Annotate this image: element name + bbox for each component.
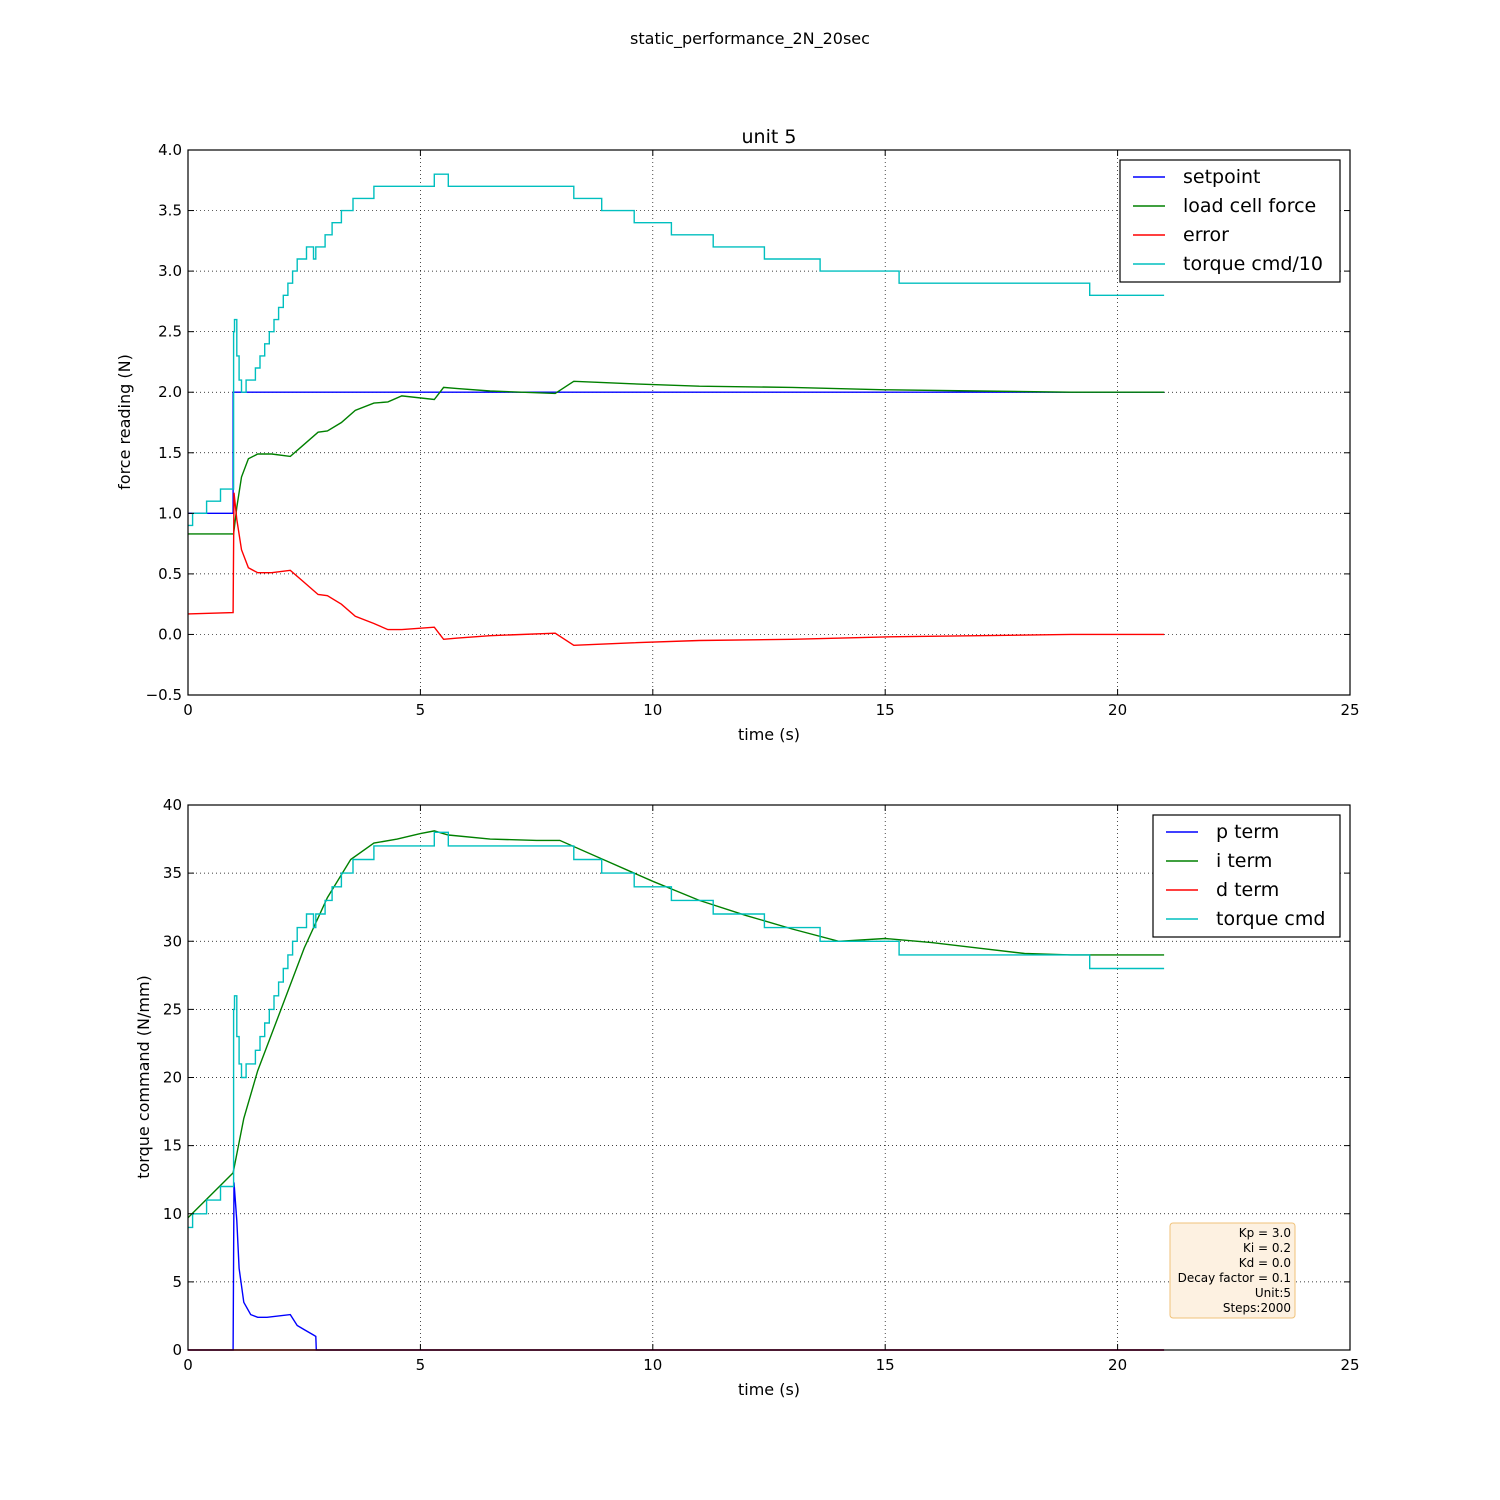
force-subplot-title: unit 5 (742, 126, 797, 148)
parameters-annotation-line: Kp = 3.0 (1239, 1226, 1291, 1240)
torque-x-tick-label: 0 (183, 1356, 193, 1374)
force-x-tick-label: 10 (643, 701, 662, 719)
torque-y-axis-label: torque command (N/mm) (134, 975, 153, 1179)
torque-y-tick-label: 40 (163, 796, 182, 814)
force-series-torque-cmd-10-line (188, 173, 1165, 527)
force-legend-label: setpoint (1183, 166, 1261, 188)
torque-x-tick-label: 5 (416, 1356, 426, 1374)
force-y-axis-label: force reading (N) (115, 354, 134, 490)
force-y-tick-label: 1.0 (158, 504, 182, 522)
force-legend: setpoint load cell force error torque cmd/1… (1119, 159, 1341, 283)
force-y-tick-label: 2.0 (158, 383, 182, 401)
torque-subplot: 0 5 10 15 20 25 0 5 10 15 20 25 30 35 40 p term i term d … (134, 796, 1360, 1399)
force-x-axis-label: time (s) (738, 725, 800, 744)
force-axes-frame (187, 149, 1351, 696)
torque-y-tick-label: 5 (172, 1273, 182, 1291)
force-y-tick-label: 0.0 (158, 625, 182, 643)
force-legend-label: load cell force (1183, 195, 1316, 217)
torque-y-tick-label: 25 (163, 1000, 182, 1018)
force-y-tick-label: 3.5 (158, 202, 182, 220)
torque-legend-label: i term (1216, 850, 1272, 872)
force-y-tick-label: 0.5 (158, 565, 182, 583)
force-legend-box (1119, 159, 1341, 283)
force-y-tick-label: −0.5 (146, 686, 182, 704)
force-series-load-cell-force-line (188, 380, 1165, 535)
torque-y-tick-label: 0 (172, 1341, 182, 1359)
force-legend-label: torque cmd/10 (1183, 253, 1323, 275)
torque-x-axis-label: time (s) (738, 1380, 800, 1399)
torque-y-tick-label: 20 (163, 1069, 182, 1087)
force-subplot: 0 5 10 15 20 25 −0.5 0.0 0.5 1.0 1.5 2.0 2.5 3.0 3.5 4.… (115, 126, 1360, 744)
force-x-tick-label: 20 (1108, 701, 1127, 719)
torque-legend-label: d term (1216, 879, 1279, 901)
torque-legend-label: torque cmd (1216, 908, 1325, 930)
force-y-tick-label: 1.5 (158, 444, 182, 462)
force-y-tick-label: 2.5 (158, 323, 182, 341)
torque-x-tick-label: 10 (643, 1356, 662, 1374)
parameters-annotation-line: Kd = 0.0 (1239, 1256, 1291, 1270)
parameters-annotation-line: Ki = 0.2 (1243, 1241, 1291, 1255)
torque-y-tick-label: 10 (163, 1205, 182, 1223)
torque-y-tick-label: 30 (163, 932, 182, 950)
torque-legend-box (1152, 814, 1341, 938)
torque-y-tick-label: 35 (163, 864, 182, 882)
torque-series-i-term-line (187, 830, 1165, 1219)
force-series-error-line (187, 492, 1165, 647)
force-x-tick-label: 0 (183, 701, 193, 719)
torque-legend: p term i term d term torque cmd (1152, 814, 1341, 938)
parameters-annotation-line: Steps:2000 (1223, 1301, 1291, 1315)
figure-suptitle: static_performance_2N_20sec (630, 29, 870, 49)
torque-series-torque-cmd-line (188, 831, 1165, 1229)
parameters-annotation-line: Unit:5 (1255, 1286, 1291, 1300)
parameters-annotation-line: Decay factor = 0.1 (1178, 1271, 1291, 1285)
force-y-tick-label: 3.0 (158, 262, 182, 280)
force-legend-label: error (1183, 224, 1229, 246)
force-x-tick-label: 25 (1340, 701, 1359, 719)
torque-series-p-term-line (188, 1182, 1165, 1351)
force-x-tick-label: 15 (876, 701, 895, 719)
torque-x-tick-label: 15 (876, 1356, 895, 1374)
force-y-tick-label: 4.0 (158, 141, 182, 159)
torque-x-tick-label: 25 (1340, 1356, 1359, 1374)
parameters-annotation-box (1169, 1222, 1296, 1319)
torque-legend-label: p term (1216, 821, 1279, 843)
torque-y-tick-label: 15 (163, 1137, 182, 1155)
force-x-tick-label: 5 (416, 701, 426, 719)
torque-x-tick-label: 20 (1108, 1356, 1127, 1374)
